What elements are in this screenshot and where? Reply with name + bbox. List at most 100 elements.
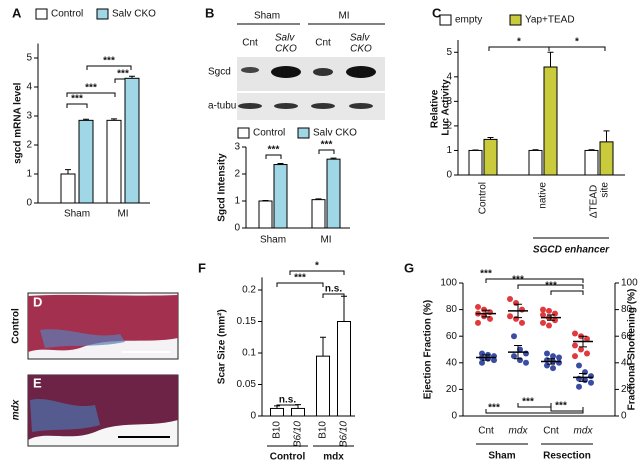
data-point bbox=[576, 375, 582, 382]
bar bbox=[483, 138, 498, 176]
y-tick-label: 3 bbox=[26, 111, 32, 122]
lane-label: Salv CKO bbox=[275, 32, 297, 54]
error-bar bbox=[320, 336, 326, 357]
y2-axis-label: Fractional Shortening (%) bbox=[627, 289, 638, 411]
band bbox=[313, 68, 333, 76]
data-point bbox=[572, 353, 578, 360]
data-point bbox=[578, 346, 584, 353]
panel-letter: G bbox=[404, 260, 414, 275]
x-tick-label: mdx bbox=[574, 426, 594, 437]
error-bar bbox=[482, 309, 490, 318]
data-point bbox=[588, 373, 594, 380]
error-bar bbox=[547, 358, 555, 365]
error-bar bbox=[295, 404, 301, 409]
y-tick-label: 0.1 bbox=[242, 348, 256, 359]
data-point bbox=[584, 350, 590, 357]
y-tick-label: 1 bbox=[446, 145, 452, 156]
bar bbox=[270, 407, 284, 417]
y-axis-label: Ejection Fraction (%) bbox=[423, 300, 434, 399]
group-label: SGCD enhancer bbox=[533, 245, 610, 256]
data-point bbox=[546, 322, 552, 329]
bar bbox=[106, 119, 122, 204]
y-tick-label: 40 bbox=[446, 357, 458, 368]
bar bbox=[543, 66, 558, 176]
significance-label: *** bbox=[71, 94, 83, 105]
lane-label: Cnt bbox=[242, 38, 258, 49]
y-tick-label: 0.05 bbox=[237, 379, 257, 390]
y-tick-label: 0.2 bbox=[242, 285, 256, 296]
significance-label: *** bbox=[522, 397, 534, 408]
data-point bbox=[550, 365, 556, 372]
bar bbox=[599, 141, 614, 176]
y-tick-label: 100 bbox=[440, 278, 457, 289]
data-point bbox=[523, 350, 529, 357]
legend-label: Control bbox=[51, 9, 83, 20]
data-point bbox=[556, 354, 562, 361]
group-label: Sham bbox=[488, 451, 515, 462]
data-point bbox=[556, 359, 562, 366]
panel-letter: D bbox=[33, 294, 42, 309]
bar bbox=[584, 149, 599, 176]
y-axis-label: Scar Size (mm²) bbox=[217, 309, 228, 384]
significance-label: *** bbox=[103, 56, 115, 67]
significance-label: *** bbox=[480, 269, 492, 280]
data-point bbox=[572, 342, 578, 349]
y-tick-label: 2 bbox=[446, 121, 452, 132]
histology: D Control E mdx bbox=[11, 292, 179, 447]
panel-letter: A bbox=[12, 5, 22, 20]
lane-label: Salv CKO bbox=[350, 32, 372, 54]
significance-label: n.s. bbox=[325, 284, 342, 295]
y-tick-label: 1 bbox=[234, 196, 240, 207]
x-tick-label: B6/10 bbox=[293, 421, 304, 448]
legend-label: empty bbox=[455, 15, 482, 26]
x-tick-label: B6/10 bbox=[339, 421, 350, 448]
bar bbox=[258, 200, 273, 229]
y-tick-label: 0 bbox=[26, 198, 32, 209]
legend-swatch bbox=[509, 14, 522, 26]
data-point bbox=[540, 306, 546, 313]
significance-bracket bbox=[485, 278, 584, 283]
error-bar bbox=[482, 354, 490, 361]
data-point bbox=[546, 307, 552, 314]
data-point bbox=[475, 303, 481, 310]
x-tick-label: MI bbox=[320, 235, 331, 246]
y-tick-label: 4 bbox=[446, 71, 452, 82]
significance-label: * bbox=[517, 37, 521, 48]
data-point bbox=[475, 319, 481, 326]
image-label: mdx bbox=[11, 399, 22, 420]
error-bar bbox=[579, 335, 587, 348]
error-bar bbox=[547, 314, 555, 321]
error-bar bbox=[341, 295, 347, 322]
y-tick-label: 2 bbox=[234, 169, 240, 180]
data-point bbox=[507, 295, 513, 302]
group-label: mdx bbox=[323, 452, 344, 463]
data-point bbox=[507, 313, 513, 320]
y-tick-label: 2 bbox=[26, 140, 32, 151]
x-tick-label: mdx bbox=[509, 426, 529, 437]
significance-bracket bbox=[318, 149, 335, 154]
bar bbox=[326, 158, 341, 229]
y2-tick-label: 60 bbox=[621, 331, 633, 342]
y-tick-label: 0 bbox=[446, 170, 452, 181]
y-tick-label: 60 bbox=[446, 331, 458, 342]
significance-label: *** bbox=[294, 273, 306, 284]
y-tick-label: 5 bbox=[446, 47, 452, 58]
error-bar bbox=[514, 345, 522, 360]
error-bar bbox=[65, 169, 71, 174]
blot-row-label: Sgcd bbox=[208, 67, 231, 78]
data-point bbox=[550, 353, 556, 360]
error-bar bbox=[603, 130, 610, 142]
bar bbox=[337, 321, 351, 417]
y-tick-label: 0 bbox=[451, 411, 457, 422]
fibrosis bbox=[40, 329, 125, 348]
significance-label: * bbox=[315, 261, 319, 272]
data-point bbox=[491, 357, 497, 364]
y-axis-label: Sgcd Intensity bbox=[217, 153, 228, 222]
significance-label: *** bbox=[512, 275, 524, 286]
band bbox=[346, 66, 376, 78]
data-point bbox=[540, 319, 546, 326]
significance-bracket bbox=[66, 92, 116, 97]
bar bbox=[273, 164, 288, 229]
fibrosis bbox=[30, 398, 100, 432]
y2-tick-label: 100 bbox=[621, 278, 638, 289]
